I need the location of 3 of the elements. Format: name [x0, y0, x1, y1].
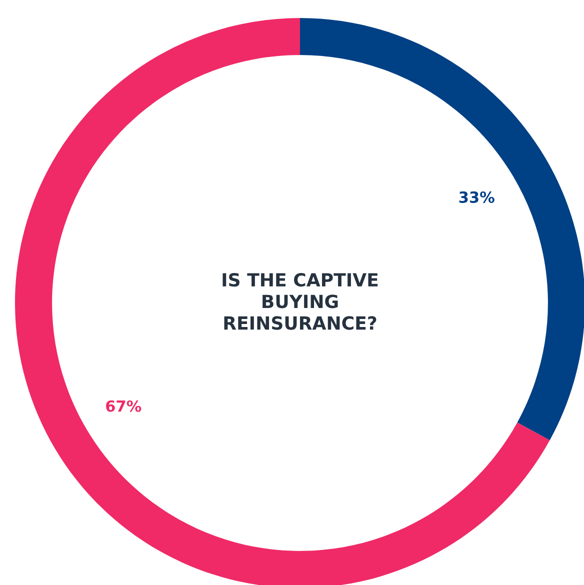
data-label: 33% — [459, 191, 494, 203]
data-label: 67% — [106, 400, 142, 412]
text: IS THE CAPTIVE BUYING REINSURANCE? — [222, 272, 378, 330]
